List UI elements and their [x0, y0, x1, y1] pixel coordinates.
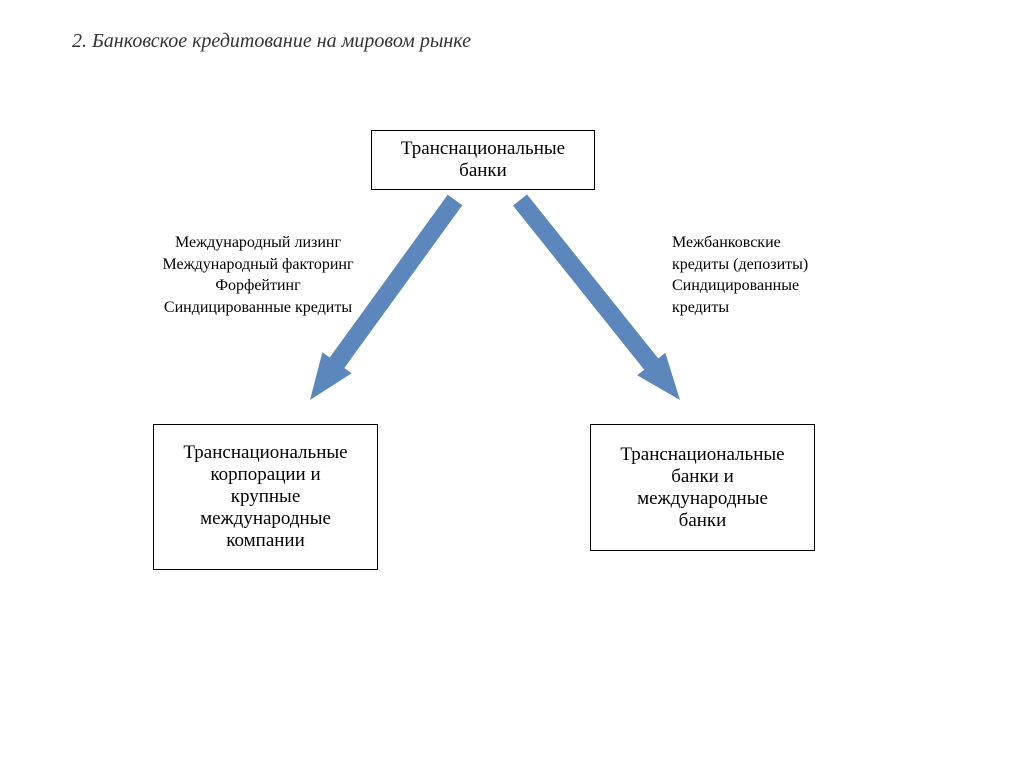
node-right-text: Транснациональныебанки имеждународныебан…: [620, 444, 784, 532]
node-left-text: Транснациональныекорпорации икрупныемежд…: [183, 442, 347, 552]
arrow-right-icon: [480, 160, 720, 440]
node-right-banks: Транснациональныебанки имеждународныебан…: [590, 424, 815, 551]
page-title: 2. Банковское кредитование на мировом ры…: [72, 30, 471, 53]
node-left-corporations: Транснациональныекорпорации икрупныемежд…: [153, 424, 378, 570]
arrow-left-icon: [270, 160, 495, 440]
